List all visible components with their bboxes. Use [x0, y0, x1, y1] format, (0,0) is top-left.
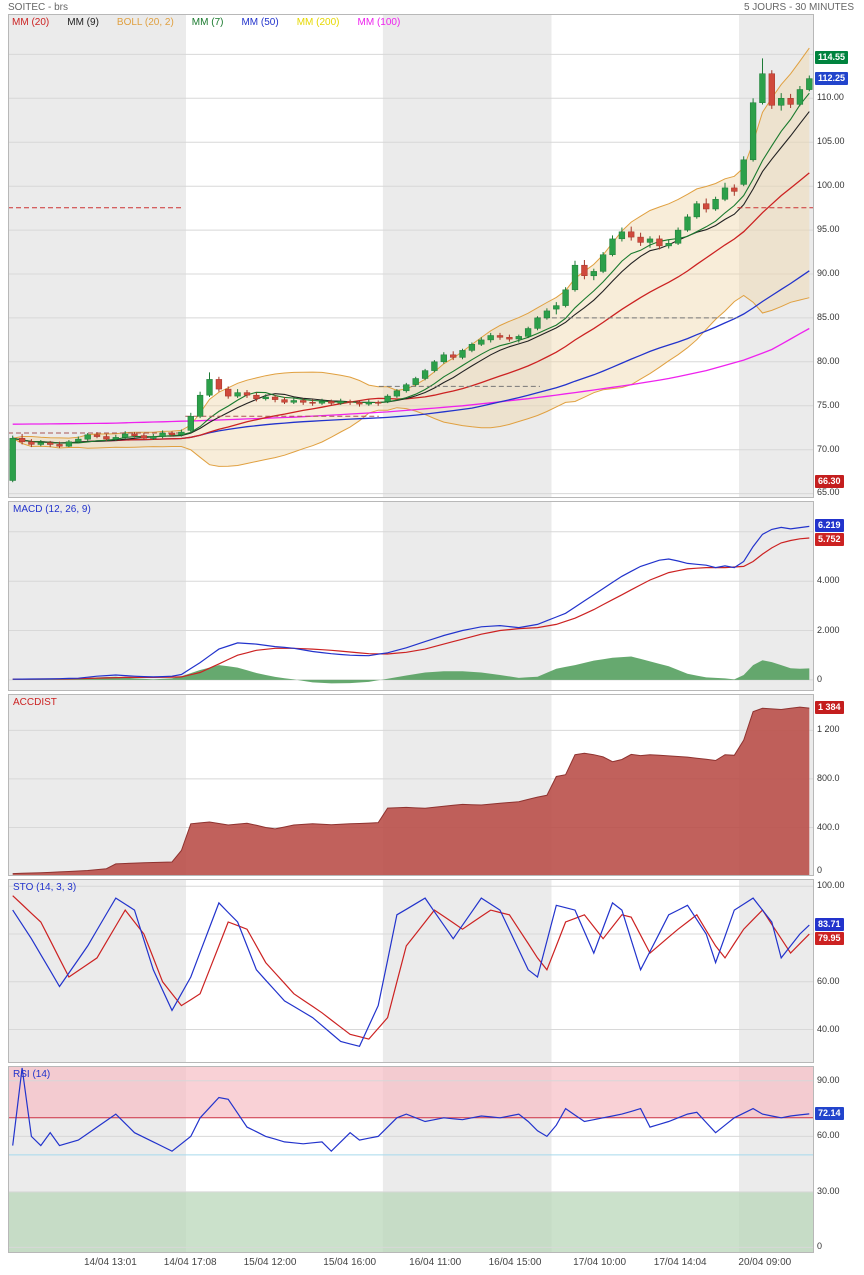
axis-label: 0 — [817, 1241, 823, 1252]
macd-plot[interactable] — [8, 501, 814, 696]
candlestick-series — [8, 47, 814, 483]
time-label: 15/04 16:00 — [323, 1257, 377, 1268]
sto-label[interactable]: STO (14, 3, 3) — [13, 882, 77, 893]
time-label: 15/04 12:00 — [243, 1257, 297, 1268]
sto-panel: 40.00 60.00 100.00 83.71 79.95 STO (14, 3, 3… — [0, 879, 864, 1063]
value-badge: 5.752 — [815, 533, 844, 547]
time-axis: 14/04 13:01 14/04 17:08 15/04 12:00 15/04 1… — [0, 1253, 864, 1275]
value-badge: 79.95 — [815, 932, 844, 946]
stochastic-series — [12, 895, 810, 1048]
macd-label[interactable]: MACD (12, 26, 9) — [13, 504, 91, 515]
price-axis: 65.00 70.00 75.00 80.00 85.00 90.00 95.00 100.0… — [814, 14, 864, 498]
macd-series — [12, 525, 810, 684]
timeframe-label: 5 JOURS - 30 MINUTES — [743, 1, 854, 13]
price-plot[interactable] — [8, 14, 814, 503]
axis-label: 80.00 — [817, 355, 840, 366]
time-label: 17/04 10:00 — [573, 1257, 627, 1268]
axis-label: 110.00 — [817, 92, 844, 103]
axis-label: 105.00 — [817, 136, 845, 147]
legend-item[interactable]: MM (100) — [357, 17, 401, 28]
axis-label: 90.00 — [817, 1074, 840, 1085]
price-panel: 65.00 70.00 75.00 80.00 85.00 90.00 95.00 100.0… — [0, 14, 864, 498]
axis-label: 1 200 — [817, 724, 840, 735]
axis-label: 60.00 — [817, 1130, 840, 1141]
time-label: 14/04 17:08 — [163, 1257, 217, 1268]
accdist-plot[interactable] — [8, 694, 814, 881]
value-badge: 72.14 — [815, 1106, 844, 1120]
legend-item[interactable]: MM (200) — [296, 17, 340, 28]
chart-header: SOITEC - brs 5 JOURS - 30 MINUTES — [0, 0, 864, 14]
value-badge: 83.71 — [815, 918, 844, 932]
axis-label: 70.00 — [817, 443, 840, 454]
legend-item[interactable]: MM (9) — [67, 17, 99, 28]
axis-label: 0 — [817, 865, 823, 875]
axis-label: 100.00 — [817, 180, 845, 191]
value-badge: 6.219 — [815, 519, 844, 533]
time-label: 14/04 13:01 — [83, 1257, 137, 1268]
sto-plot[interactable] — [8, 879, 814, 1068]
macd-axis: 0 2.000 4.000 6.219 5.752 — [814, 501, 864, 691]
rsi-panel: 0 30.00 60.00 90.00 72.14 RSI (14) — [0, 1066, 864, 1253]
rsi-plot[interactable] — [8, 1066, 814, 1258]
axis-label: 75.00 — [817, 399, 840, 410]
axis-label: 40.00 — [817, 1023, 840, 1034]
legend-item[interactable]: MM (20) — [12, 17, 50, 28]
value-badge: 1 384 — [815, 701, 844, 715]
time-label: 20/04 09:00 — [738, 1257, 792, 1268]
axis-label: 100.00 — [817, 880, 845, 891]
axis-label: 85.00 — [817, 311, 840, 322]
instrument-title: SOITEC - brs — [8, 1, 69, 13]
time-label: 16/04 11:00 — [409, 1257, 462, 1268]
accdist-axis: 0 400.0 800.0 1 200 1 384 — [814, 694, 864, 876]
accdist-series — [12, 706, 810, 876]
accdist-label[interactable]: ACCDIST — [13, 697, 57, 708]
rsi-axis: 0 30.00 60.00 90.00 72.14 — [814, 1066, 864, 1253]
value-badge: 114.55 — [815, 51, 849, 65]
time-label: 17/04 14:04 — [653, 1257, 707, 1268]
value-badge: 66.30 — [815, 475, 844, 489]
legend-item[interactable]: MM (7) — [191, 17, 224, 28]
legend-item[interactable]: MM (50) — [241, 17, 279, 28]
sto-axis: 40.00 60.00 100.00 83.71 79.95 — [814, 879, 864, 1063]
axis-label: 0 — [817, 673, 823, 684]
axis-label: 90.00 — [817, 268, 840, 278]
accdist-panel: 0 400.0 800.0 1 200 1 384 ACCDIST — [0, 694, 864, 877]
axis-label: 65.00 — [817, 487, 840, 497]
value-badge: 112.25 — [815, 71, 849, 85]
axis-label: 60.00 — [817, 975, 840, 986]
macd-panel: 0 2.000 4.000 6.219 5.752 MACD (12, 26, 9) — [0, 501, 864, 691]
axis-label: 30.00 — [817, 1185, 840, 1196]
axis-label: 2.000 — [817, 624, 840, 635]
legend-item[interactable]: BOLL (20, 2) — [116, 17, 174, 28]
axis-label: 800.0 — [817, 772, 840, 783]
rsi-label[interactable]: RSI (14) — [13, 1069, 51, 1080]
indicator-legend: MM (20) MM (9) BOLL (20, 2) MM (7) MM (50) MM… — [12, 17, 400, 28]
axis-label: 95.00 — [817, 224, 840, 235]
axis-label: 4.000 — [817, 575, 840, 586]
time-label: 16/04 15:00 — [488, 1257, 542, 1268]
rsi-series — [12, 1067, 810, 1153]
axis-label: 400.0 — [817, 821, 840, 832]
